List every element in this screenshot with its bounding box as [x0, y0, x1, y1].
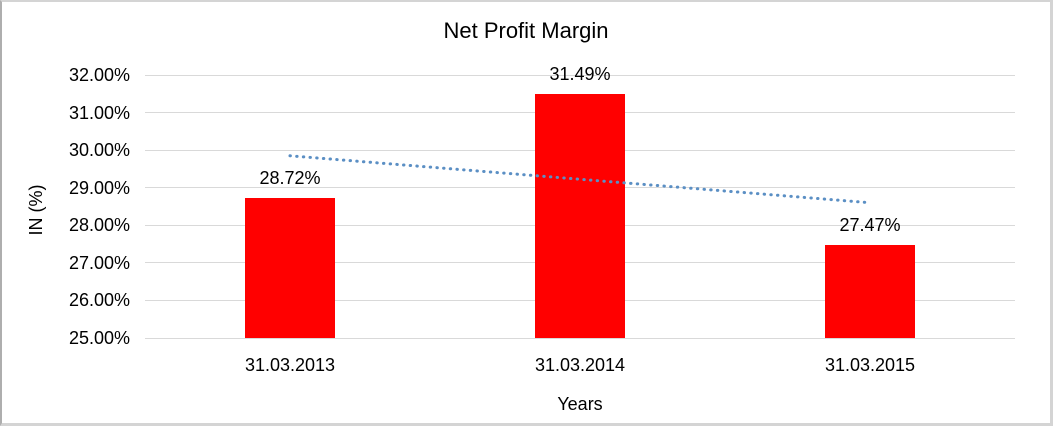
data-label-31.03.2013: 28.72%	[259, 168, 321, 189]
x-axis-title: Years	[557, 394, 603, 414]
y-tick-label: 25.00%	[68, 328, 130, 348]
y-tick-label: 27.00%	[68, 252, 130, 273]
x-tick-label: 31.03.2015	[824, 355, 916, 375]
y-tick-label: 29.00%	[68, 177, 130, 198]
x-tick-label: 31.03.2014	[534, 355, 626, 375]
bar-31.03.2015	[825, 245, 915, 338]
chart-title: Net Profit Margin	[443, 18, 609, 43]
gridline	[145, 74, 1015, 76]
y-tick-label: 26.00%	[68, 290, 130, 311]
y-tick-label: 28.00%	[68, 215, 130, 236]
data-label-31.03.2015: 27.47%	[839, 215, 901, 236]
bar-31.03.2014	[535, 94, 625, 338]
gridline	[145, 337, 1015, 339]
trendline-path	[288, 154, 872, 205]
y-tick-label: 31.00%	[68, 102, 130, 123]
data-label-31.03.2014: 31.49%	[549, 64, 611, 85]
bar-31.03.2013	[245, 198, 335, 338]
y-tick-label: 32.00%	[68, 65, 130, 85]
x-tick-label: 31.03.2013	[244, 355, 336, 375]
y-tick-label: 30.00%	[68, 140, 130, 161]
